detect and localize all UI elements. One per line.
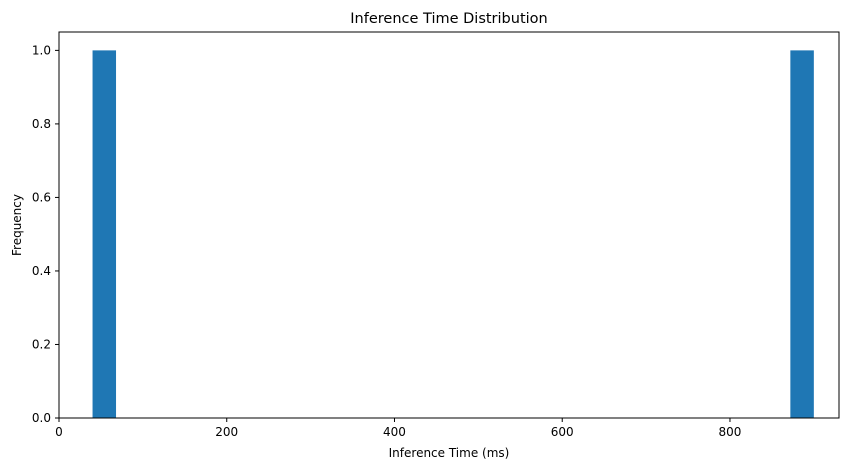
histogram-bar-1 (92, 50, 117, 418)
x-tick-label: 0 (55, 425, 63, 439)
y-axis-ticks: 0.0 0.2 0.4 0.6 0.8 1.0 (32, 43, 59, 425)
y-tick-label: 1.0 (32, 43, 51, 57)
y-tick-label: 0.2 (32, 337, 51, 351)
x-tick-label: 200 (215, 425, 238, 439)
y-tick-label: 0.4 (32, 264, 51, 278)
chart-title: Inference Time Distribution (350, 11, 547, 27)
x-tick-label: 400 (383, 425, 406, 439)
y-tick-label: 0.6 (32, 190, 51, 204)
x-axis-ticks: 0 200 400 600 800 (55, 418, 741, 439)
y-axis-label: Frequency (10, 194, 24, 256)
y-tick-label: 0.0 (32, 411, 51, 425)
x-axis-label: Inference Time (ms) (389, 446, 510, 460)
plot-frame (58, 31, 840, 419)
bars-group (92, 50, 814, 418)
x-tick-label: 800 (719, 425, 742, 439)
y-tick-label: 0.8 (32, 117, 51, 131)
histogram-bar-2 (790, 50, 814, 418)
x-tick-label: 600 (551, 425, 574, 439)
